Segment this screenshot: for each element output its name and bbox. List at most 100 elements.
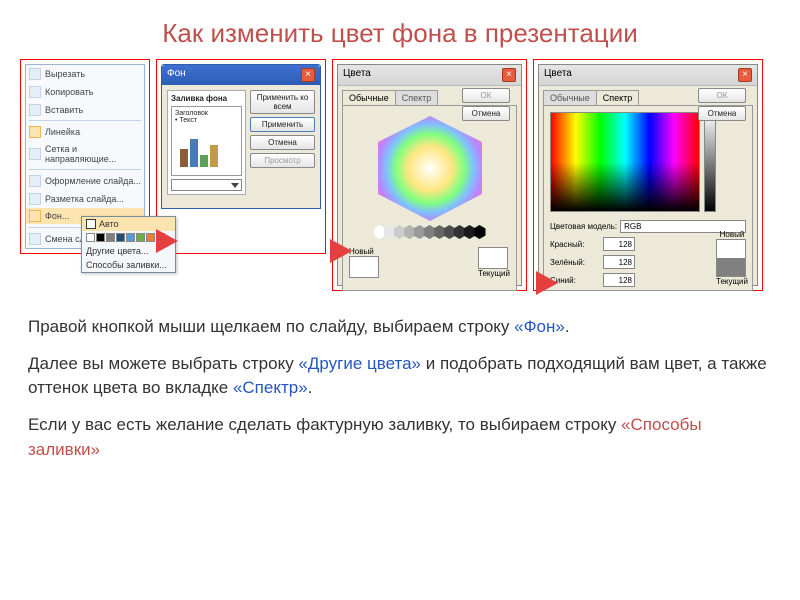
text: Правой кнопкой мыши щелкаем по слайду, в… (28, 317, 514, 336)
tab-spectrum[interactable]: Спектр (395, 90, 439, 105)
channel-value[interactable]: 128 (603, 255, 635, 269)
colors-std-titlebar: Цвета × (338, 65, 521, 86)
fon-group-label: Заливка фона (171, 94, 242, 103)
close-icon[interactable]: × (301, 68, 315, 82)
fon-buttons: Применить ко всем Применить Отмена Просм… (250, 90, 315, 195)
ctx-layout[interactable]: Разметка слайда... (26, 191, 144, 207)
ctx-cut[interactable]: Вырезать (26, 66, 144, 82)
channel-value[interactable]: 128 (603, 273, 635, 287)
apply-all-button[interactable]: Применить ко всем (250, 90, 315, 114)
ctx-ruler[interactable]: Линейка (26, 124, 144, 140)
bar (210, 145, 218, 167)
keyword-fon: «Фон» (514, 317, 565, 336)
hexagon-colors-icon (370, 116, 490, 221)
channel-label: Зелёный: (550, 258, 600, 267)
preview-chart (180, 139, 218, 167)
arrow-icon (330, 239, 352, 263)
colors-spectrum-dialog: Цвета × Обычные Спектр ОК Отмена Цветова… (538, 64, 758, 286)
colors-standard-dialog: Цвета × Обычные Спектр ОК Отмена (337, 64, 522, 286)
arrow-icon (536, 271, 558, 295)
gray-hex[interactable] (474, 225, 486, 239)
colors-spec-titlebar: Цвета × (539, 65, 757, 86)
chevron-down-icon (231, 183, 239, 188)
copy-icon (29, 86, 41, 98)
ctx-copy[interactable]: Копировать (26, 84, 144, 100)
ok-button[interactable]: ОК (462, 88, 510, 103)
transition-icon (29, 233, 41, 245)
spectrum-picker[interactable] (550, 112, 700, 212)
instruction-p2: Далее вы можете выбрать строку «Другие ц… (28, 352, 772, 401)
apply-button[interactable]: Применить (250, 117, 315, 132)
colors-spectrum-panel: Цвета × Обычные Спектр ОК Отмена Цветова… (533, 59, 763, 291)
current-label: Текущий (716, 277, 748, 286)
fon-titlebar: Фон × (162, 65, 320, 85)
new-label: Новый (716, 230, 748, 239)
submenu-label: Способы заливки... (86, 260, 167, 270)
cancel-button[interactable]: Отмена (698, 106, 746, 121)
preview-body: • Текст (175, 117, 238, 124)
fon-dialog-panel: Фон × Заливка фона Заголовок • Текст При… (156, 59, 326, 254)
text: Если у вас есть желание сделать фактурну… (28, 415, 621, 434)
keyword-spectrum: «Спектр» (233, 378, 308, 397)
ctx-label: Разметка слайда... (45, 194, 124, 204)
ctx-label: Копировать (45, 87, 93, 97)
panels-row: Вырезать Копировать Вставить Линейка Сет… (0, 59, 800, 291)
ctx-label: Вставить (45, 105, 83, 115)
grayscale-row[interactable] (349, 225, 510, 239)
separator (29, 169, 141, 170)
colors-spec-title-text: Цвета (544, 68, 572, 82)
arrow-icon (156, 229, 178, 253)
fon-dialog: Фон × Заливка фона Заголовок • Текст При… (161, 64, 321, 209)
ctx-label: Фон... (45, 211, 69, 221)
ctx-paste[interactable]: Вставить (26, 102, 144, 118)
separator (29, 120, 141, 121)
luminance-slider[interactable] (704, 112, 716, 212)
text: . (308, 378, 313, 397)
layout-icon (29, 193, 41, 205)
ctx-design[interactable]: Оформление слайда... (26, 173, 144, 189)
channel-value[interactable]: 128 (603, 237, 635, 251)
color-swatch[interactable] (86, 233, 95, 242)
ctx-label: Сетка и направляющие... (45, 144, 141, 164)
color-swatch[interactable] (106, 233, 115, 242)
preview-title: Заголовок (175, 110, 238, 117)
color-swatch[interactable] (116, 233, 125, 242)
sample-swatch (716, 239, 746, 277)
submenu-fill-methods[interactable]: Способы заливки... (82, 258, 175, 272)
ok-button[interactable]: ОК (698, 88, 746, 103)
color-swatch[interactable] (96, 233, 105, 242)
color-swatch[interactable] (146, 233, 155, 242)
tab-standard[interactable]: Обычные (342, 90, 396, 105)
hex-color-picker[interactable] (370, 116, 490, 221)
current-label: Текущий (478, 269, 510, 278)
design-icon (29, 175, 41, 187)
preview-button[interactable]: Просмотр (250, 153, 315, 168)
background-icon (29, 210, 41, 222)
ruler-icon (29, 126, 41, 138)
ctx-grid[interactable]: Сетка и направляющие... (26, 142, 144, 166)
bar (180, 149, 188, 167)
tab-standard[interactable]: Обычные (543, 90, 597, 105)
cut-icon (29, 68, 41, 80)
instruction-p3: Если у вас есть желание сделать фактурну… (28, 413, 772, 462)
color-swatch[interactable] (126, 233, 135, 242)
model-label: Цветовая модель: (550, 222, 617, 231)
auto-swatch-icon (86, 219, 96, 229)
page-title: Как изменить цвет фона в презентации (0, 0, 800, 59)
grid-icon (29, 148, 41, 160)
cancel-button[interactable]: Отмена (250, 135, 315, 150)
ctx-label: Вырезать (45, 69, 85, 79)
paste-icon (29, 104, 41, 116)
colors-std-title-text: Цвета (343, 68, 371, 82)
new-label: Новый (349, 247, 379, 256)
color-swatch[interactable] (136, 233, 145, 242)
submenu-label: Другие цвета... (86, 246, 148, 256)
close-icon[interactable]: × (502, 68, 516, 82)
tab-spectrum[interactable]: Спектр (596, 90, 640, 105)
instruction-p1: Правой кнопкой мыши щелкаем по слайду, в… (28, 315, 772, 340)
fon-color-dropdown[interactable] (171, 179, 242, 191)
close-icon[interactable]: × (738, 68, 752, 82)
instructions: Правой кнопкой мыши щелкаем по слайду, в… (0, 291, 800, 462)
colors-standard-panel: Цвета × Обычные Спектр ОК Отмена (332, 59, 527, 291)
fon-title-text: Фон (167, 68, 186, 82)
